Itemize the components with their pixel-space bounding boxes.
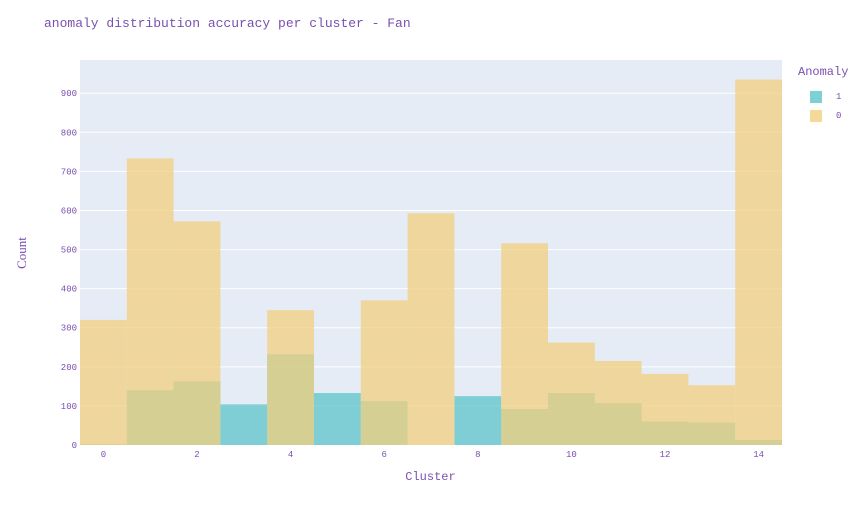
x-tick-label: 0	[101, 450, 106, 460]
legend-label-1: 1	[836, 91, 842, 102]
x-axis-ticks: 0 2 4 6 8 10 12 14	[101, 450, 764, 460]
y-axis-label: Count	[14, 237, 29, 269]
y-tick-label: 300	[61, 324, 77, 334]
bar-anomaly-0-cluster-14[interactable]	[735, 79, 782, 445]
x-tick-label: 4	[288, 450, 293, 460]
y-tick-label: 700	[61, 167, 77, 177]
bar-anomaly-0-cluster-7[interactable]	[407, 213, 455, 445]
bar-anomaly-1-cluster-5[interactable]	[314, 393, 361, 445]
chart-title: anomaly distribution accuracy per cluste…	[44, 16, 411, 31]
bar-anomaly-1-cluster-3[interactable]	[220, 404, 268, 445]
x-tick-label: 12	[660, 450, 671, 460]
y-tick-label: 0	[72, 441, 77, 451]
bar-anomaly-0-cluster-0[interactable]	[80, 319, 127, 445]
y-tick-label: 600	[61, 206, 77, 216]
bar-anomaly-0-cluster-9[interactable]	[501, 243, 548, 445]
bar-anomaly-0-cluster-2[interactable]	[173, 221, 221, 445]
legend-swatch-1	[810, 90, 822, 103]
y-tick-label: 100	[61, 402, 77, 412]
x-axis-label-wrap: Cluster	[0, 470, 865, 484]
bar-anomaly-0-cluster-11[interactable]	[594, 360, 642, 445]
x-tick-label: 10	[566, 450, 577, 460]
x-tick-label: 8	[475, 450, 480, 460]
x-tick-label: 2	[194, 450, 199, 460]
bar-anomaly-0-cluster-13[interactable]	[688, 385, 736, 445]
x-tick-label: 6	[381, 450, 386, 460]
y-tick-label: 800	[61, 128, 77, 138]
legend-item-1[interactable]: 1	[810, 87, 848, 106]
legend-label-0: 0	[836, 110, 842, 121]
y-tick-label: 500	[61, 246, 77, 256]
bar-anomaly-0-cluster-12[interactable]	[641, 373, 689, 445]
x-axis-label: Cluster	[405, 470, 456, 484]
bar-anomaly-0-cluster-1[interactable]	[126, 158, 174, 445]
legend: Anomaly 1 0	[798, 65, 848, 125]
bar-anomaly-0-cluster-6[interactable]	[360, 300, 408, 445]
bar-anomaly-0-cluster-4[interactable]	[267, 310, 314, 445]
series-1-bars	[80, 79, 782, 445]
legend-swatch-0	[810, 109, 822, 122]
x-tick-label: 14	[753, 450, 764, 460]
bar-anomaly-0-cluster-10[interactable]	[548, 342, 595, 445]
y-axis-ticks: 0 100 200 300 400 500 600 700 800 900	[61, 89, 77, 451]
legend-item-0[interactable]: 0	[810, 106, 848, 125]
y-tick-label: 400	[61, 285, 77, 295]
bar-anomaly-1-cluster-8[interactable]	[454, 396, 502, 445]
legend-title: Anomaly	[798, 65, 849, 79]
y-tick-label: 900	[61, 89, 77, 99]
y-tick-label: 200	[61, 363, 77, 373]
